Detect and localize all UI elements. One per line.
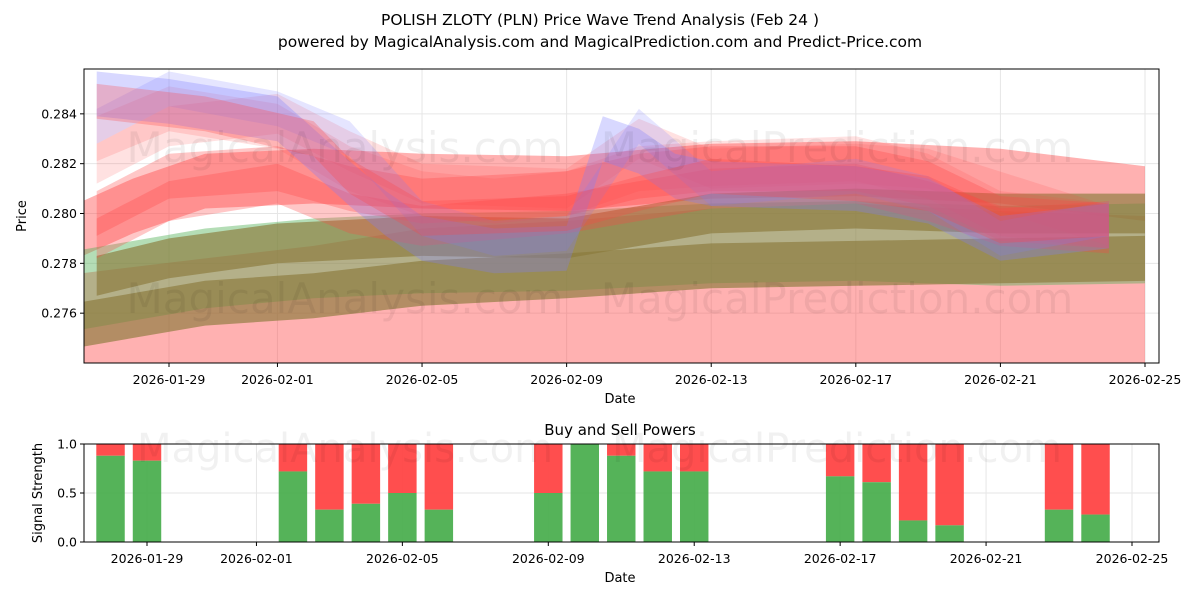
main-y-axis: 0.276 0.278 0.280 0.282 0.284 [41, 106, 84, 321]
main-y-tick-label: 0.280 [41, 206, 77, 221]
sell-bar [679, 444, 709, 472]
pink-wave-1 [96, 86, 1109, 249]
buy-bar [534, 493, 563, 542]
main-x-tick-label: 2026-02-25 [1109, 372, 1182, 387]
watermark-prediction-bottom: MagicalPrediction.com [601, 274, 1074, 323]
upper-red-wave [96, 146, 1109, 249]
bars-x-axis: 2026-01-29 2026-02-01 2026-02-05 2026-02-09… [111, 542, 1169, 566]
bars-y-tick-label: 0.0 [57, 535, 77, 550]
sell-bar [96, 444, 125, 456]
bars-x-tick-label: 2026-02-09 [512, 551, 585, 566]
main-x-tick-label: 2026-02-17 [819, 372, 892, 387]
bars-y-axis: 0.0 0.5 1.0 [57, 437, 84, 550]
sell-bar [1044, 444, 1074, 510]
main-x-tick-label: 2026-02-01 [241, 372, 314, 387]
magenta-wave [96, 83, 1109, 244]
main-x-axis: 2026-01-29 2026-02-01 2026-02-05 2026-02-09… [133, 363, 1182, 387]
main-x-tick-label: 2026-02-05 [386, 372, 459, 387]
sell-bar [534, 444, 563, 493]
main-y-tick-label: 0.276 [41, 306, 77, 321]
bars-x-label: Date [604, 571, 635, 586]
sell-bar [643, 444, 672, 472]
bars-x-tick-label: 2026-02-25 [1096, 551, 1169, 566]
main-axes-frame [83, 68, 1160, 364]
sell-bar [388, 444, 417, 493]
bars-title: Buy and Sell Powers [544, 421, 696, 439]
bars-y-tick-label: 0.5 [57, 486, 77, 501]
sell-bar [278, 444, 308, 472]
main-x-tick-label: 2026-01-29 [133, 372, 206, 387]
buy-bar [132, 460, 162, 542]
buy-bar [862, 482, 891, 542]
watermark-prediction-top: MagicalPrediction.com [601, 123, 1074, 172]
buy-bar [570, 444, 600, 542]
bars-y-tick-label: 1.0 [57, 437, 77, 452]
buy-bar [278, 471, 308, 542]
buy-bar [679, 471, 709, 542]
buy-bar [315, 509, 344, 542]
main-x-label: Date [604, 392, 635, 407]
bars-x-tick-label: 2026-02-17 [804, 551, 877, 566]
watermark-analysis-bottom: MagicalAnalysis.com [127, 274, 564, 323]
sell-bar [862, 444, 891, 483]
buy-bar [96, 455, 125, 542]
sell-bar [607, 444, 636, 456]
chart-title: POLISH ZLOTY (PLN) Price Wave Trend Anal… [381, 11, 819, 29]
bars-x-tick-label: 2026-01-29 [111, 551, 184, 566]
mid-red-wave [96, 163, 1109, 259]
bars-x-tick-label: 2026-02-01 [220, 551, 293, 566]
main-x-tick-label: 2026-02-13 [675, 372, 748, 387]
blue-wave-1 [96, 71, 1109, 274]
sell-bar [351, 444, 381, 504]
sell-bar [132, 444, 162, 461]
watermark-prediction-bars: MagicalPrediction.com [612, 426, 1062, 472]
bars-watermarks: MagicalAnalysis.com MagicalPrediction.co… [137, 426, 1062, 472]
buy-bar [388, 493, 417, 542]
pink-wave-2 [96, 93, 1109, 246]
main-x-tick-label: 2026-02-09 [530, 372, 603, 387]
price-bands [84, 71, 1146, 363]
main-x-tick-label: 2026-02-21 [964, 372, 1037, 387]
buy-sell-bars [96, 444, 1110, 542]
olive-upper-band [96, 188, 1146, 296]
bars-x-tick-label: 2026-02-13 [658, 551, 731, 566]
chart-subtitle: powered by MagicalAnalysis.com and Magic… [278, 33, 922, 51]
buy-bar [935, 525, 964, 542]
bars-x-tick-label: 2026-02-05 [366, 551, 439, 566]
main-y-label: Price [15, 200, 30, 232]
sell-bar [898, 444, 928, 521]
bars-x-tick-label: 2026-02-21 [950, 551, 1023, 566]
main-y-tick-label: 0.284 [41, 106, 77, 121]
buy-bar [898, 520, 928, 542]
buy-bar [351, 503, 381, 542]
buy-bar [1044, 509, 1074, 542]
buy-bar [825, 476, 855, 542]
blue-wave-2 [96, 71, 1109, 256]
olive-lower-band [84, 235, 1145, 347]
sell-bar [1081, 444, 1110, 515]
buy-bar [607, 455, 636, 542]
sell-bar [935, 444, 964, 526]
sell-bar [315, 444, 344, 510]
bars-y-label: Signal Strength [31, 443, 46, 543]
watermark-analysis-bars: MagicalAnalysis.com [137, 426, 553, 472]
main-watermarks: MagicalAnalysis.com MagicalPrediction.co… [127, 123, 1074, 323]
buy-bar [643, 471, 672, 542]
buy-bar [1081, 514, 1110, 542]
main-y-tick-label: 0.278 [41, 256, 77, 271]
buy-bar [424, 509, 454, 542]
main-y-tick-label: 0.282 [41, 156, 77, 171]
sell-bar [825, 444, 855, 477]
upper-red-band [84, 141, 1145, 256]
sell-bar [424, 444, 454, 510]
watermark-analysis-top: MagicalAnalysis.com [127, 123, 564, 172]
